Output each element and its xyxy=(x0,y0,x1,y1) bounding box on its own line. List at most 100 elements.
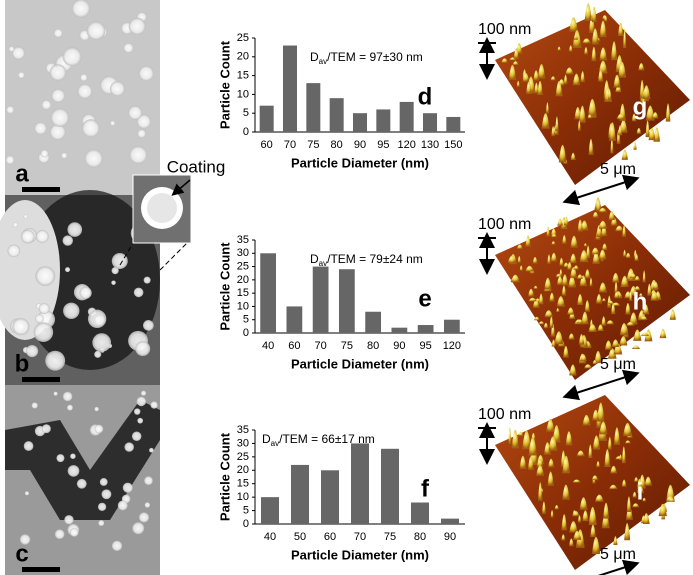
panel-label: h xyxy=(633,288,648,315)
tem-particle xyxy=(132,432,141,441)
y-tick-label: 15 xyxy=(237,287,249,299)
tem-particle xyxy=(51,89,65,103)
y-tick-label: 5 xyxy=(243,314,249,326)
tem-particle xyxy=(68,465,80,477)
tem-particle xyxy=(9,46,14,51)
bar xyxy=(365,312,381,333)
x-tick-label: 50 xyxy=(294,531,306,543)
afm-peak xyxy=(569,17,578,31)
tem-particle xyxy=(24,441,34,451)
annotation-main: D xyxy=(310,252,319,266)
x-tick-label: 70 xyxy=(354,531,366,543)
tem-particle xyxy=(95,425,104,434)
tem-particle xyxy=(137,129,145,137)
y-tick-label: 10 xyxy=(237,300,249,312)
x-tick-label: 40 xyxy=(262,340,274,352)
tem-particle xyxy=(149,448,154,453)
afm-peak xyxy=(508,427,511,444)
tem-particle xyxy=(39,303,50,314)
panel-label: g xyxy=(633,93,648,120)
scale-bar xyxy=(22,567,60,572)
tem-particle xyxy=(6,106,14,114)
tem-particle xyxy=(51,108,70,127)
bar xyxy=(441,519,459,524)
tem-particle xyxy=(36,230,49,243)
tem-particle xyxy=(98,503,106,511)
lateral-scale: 5 μm xyxy=(600,356,636,373)
bar xyxy=(411,503,429,524)
bar xyxy=(291,465,309,524)
scale-bar xyxy=(22,377,60,382)
tem-particle xyxy=(21,230,35,244)
x-tick-label: 60 xyxy=(261,139,273,151)
x-tick-label: 150 xyxy=(444,139,462,151)
tem-particle xyxy=(82,119,100,137)
bar xyxy=(260,253,276,333)
bar xyxy=(287,306,303,333)
figure: abcCoating051015202560707580909512013015… xyxy=(0,0,693,575)
annotation-main: D xyxy=(310,50,319,64)
tem-particle xyxy=(84,149,103,168)
x-tick-label: 80 xyxy=(367,340,379,352)
x-axis-label: Particle Diameter (nm) xyxy=(291,155,429,170)
tem-particle xyxy=(150,401,157,408)
panel-label: i xyxy=(637,478,644,505)
tem-particle xyxy=(56,454,64,462)
tem-particle xyxy=(123,43,133,53)
tem-particle xyxy=(54,392,58,396)
bar xyxy=(306,83,320,132)
tem-particle xyxy=(13,222,18,227)
tem-particle xyxy=(112,541,122,551)
tem-particle xyxy=(88,310,106,328)
tem-particle xyxy=(35,266,55,286)
bar xyxy=(423,113,437,132)
tem-particle xyxy=(6,156,15,165)
bar xyxy=(321,470,339,524)
y-tick-label: 35 xyxy=(237,424,249,436)
tem-particle xyxy=(124,442,133,451)
inset-label: Coating xyxy=(167,157,226,176)
panel-label: d xyxy=(418,83,433,110)
tem-particle xyxy=(141,391,146,396)
tem-particle xyxy=(129,146,147,164)
tem-particle xyxy=(18,72,24,78)
tem-particle xyxy=(110,121,115,126)
tem-particle xyxy=(70,453,76,459)
tem-particle xyxy=(24,214,28,218)
bar xyxy=(446,117,460,132)
tem-particle xyxy=(7,244,20,257)
y-axis-label: Particle Count xyxy=(217,242,232,331)
tem-particle xyxy=(42,424,51,433)
bar xyxy=(392,328,408,333)
tem-particle xyxy=(102,489,112,499)
annotation-main: D xyxy=(262,432,271,446)
x-tick-label: 130 xyxy=(421,139,439,151)
tem-particle xyxy=(63,47,82,66)
x-tick-label: 75 xyxy=(307,139,319,151)
annotation-sub: av xyxy=(271,439,279,448)
tem-particle xyxy=(118,500,128,510)
panel-label: c xyxy=(15,540,28,567)
x-tick-label: 60 xyxy=(324,531,336,543)
x-tick-label: 90 xyxy=(393,340,405,352)
tem-particle xyxy=(55,529,65,539)
tem-particle xyxy=(45,351,65,371)
tem-particle xyxy=(63,392,73,402)
tem-particle xyxy=(111,280,116,285)
tem-particle xyxy=(77,479,87,489)
bar xyxy=(353,113,367,132)
y-tick-label: 0 xyxy=(243,518,249,530)
x-tick-label: 90 xyxy=(354,139,366,151)
tem-particle xyxy=(110,81,125,96)
tem-particle xyxy=(35,314,44,323)
tem-particle xyxy=(50,64,67,81)
afm-peak xyxy=(518,432,523,436)
y-tick-label: 20 xyxy=(237,464,249,476)
height-scale: 100 nm xyxy=(478,216,531,233)
tem-particle xyxy=(94,351,101,358)
lateral-scale: 5 μm xyxy=(600,546,636,563)
y-axis-label: Particle Count xyxy=(217,432,232,521)
inset-guide xyxy=(160,240,190,270)
y-tick-label: 10 xyxy=(237,88,249,100)
x-tick-label: 60 xyxy=(288,340,300,352)
